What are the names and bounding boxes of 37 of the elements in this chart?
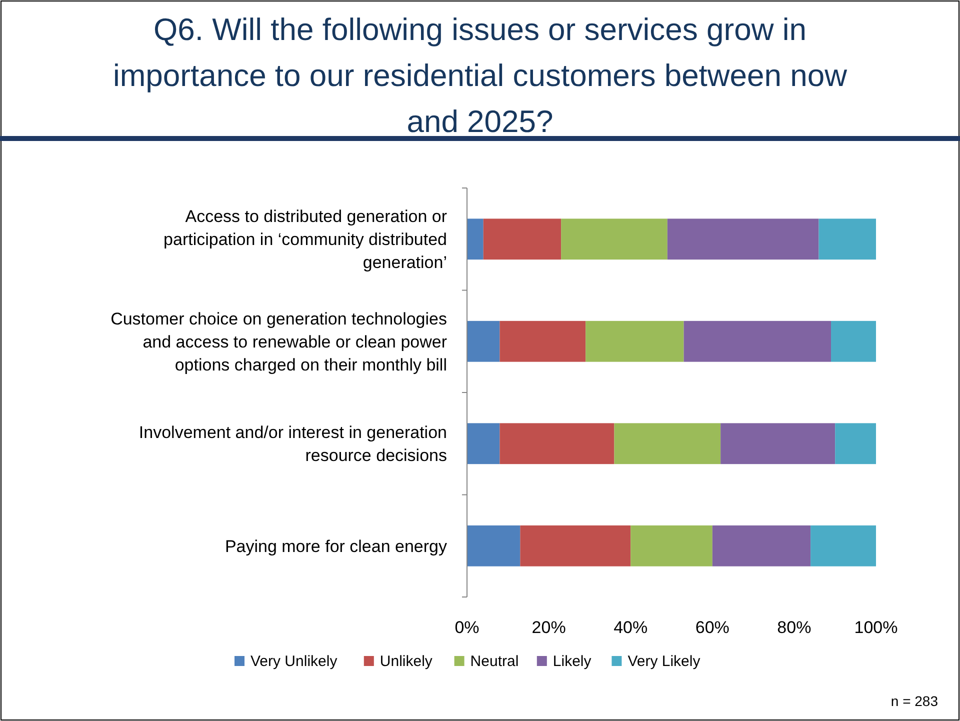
y-tick-label: Involvement and/or interest in generation resource decisions (138, 423, 447, 466)
x-tick-label: 80% (777, 618, 812, 637)
bar (500, 320, 586, 362)
x-tick-label: 0% (454, 618, 480, 637)
text: n = 283 (890, 693, 938, 709)
bar (586, 320, 684, 362)
x-tick-label: 40% (614, 618, 648, 637)
bar (467, 218, 484, 260)
x-tick-label: 100% (854, 618, 898, 637)
legend-label: Unlikely (380, 653, 433, 670)
y-tick-label: Customer choice on generation technologies and access to renewable or clean power options charged on their monthly bill (110, 309, 448, 374)
bar (467, 320, 500, 362)
bar (712, 525, 811, 566)
bar (614, 423, 721, 464)
legend-label: Neutral (470, 653, 519, 670)
legend-label: Likely (552, 653, 592, 670)
y-tick-label: Access to distributed generation or participation in ‘community distributed generation’ (164, 207, 448, 272)
bar (500, 423, 614, 464)
chart-title: Q6. Will the following issues or services grow in importance to our residential customers between now and 2025? (112, 12, 848, 139)
bar (810, 525, 876, 566)
bar (835, 423, 876, 464)
legend-label: Very Unlikely (250, 653, 338, 670)
bar (630, 525, 712, 566)
bar (684, 320, 832, 362)
bar (467, 423, 500, 464)
y-tick-label: Paying more for clean energy (224, 536, 448, 556)
bar (483, 218, 562, 260)
bar (720, 423, 836, 464)
x-tick-label: 20% (532, 618, 566, 637)
bar (667, 218, 819, 260)
bar (818, 218, 876, 260)
x-tick-label: 60% (695, 618, 730, 637)
bar (520, 525, 631, 566)
legend-label: Very Likely (628, 653, 701, 670)
bar (561, 218, 668, 260)
bar (831, 320, 876, 362)
bar (467, 525, 520, 566)
